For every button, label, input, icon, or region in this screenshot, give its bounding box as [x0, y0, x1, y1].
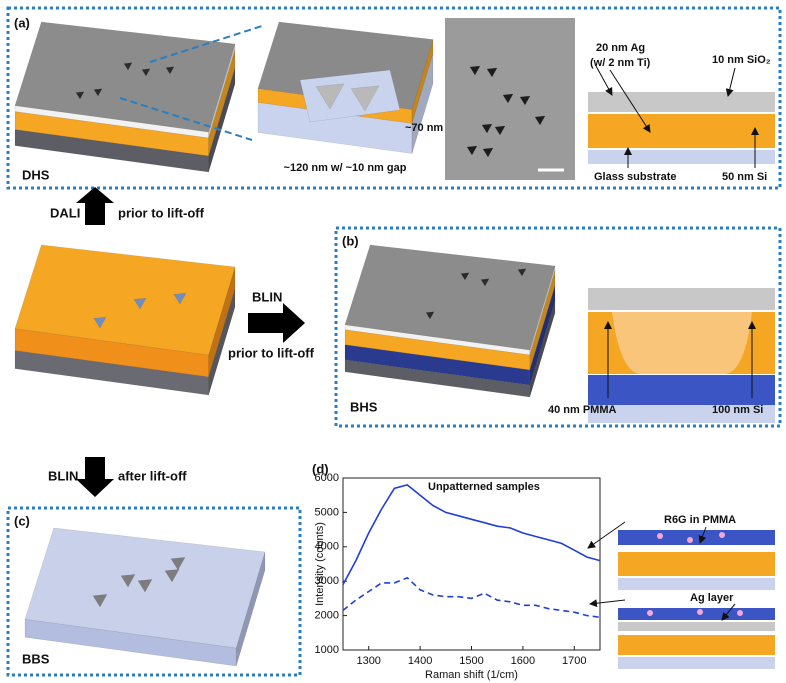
x-tick-label: 1700: [562, 655, 586, 667]
annotation: R6G in PMMA: [664, 514, 736, 526]
dye: [697, 609, 703, 615]
dye: [687, 537, 693, 543]
legend-note: Unpatterned samples: [428, 481, 540, 493]
layer: [588, 92, 775, 112]
panel-label: (b): [342, 233, 359, 248]
data-line: [343, 485, 600, 585]
arrow-label: prior to lift-off: [118, 205, 205, 220]
layer: [618, 608, 775, 620]
arrow-label: BLIN: [48, 468, 78, 483]
annotation: 40 nm PMMA: [548, 404, 617, 416]
data-line: [343, 578, 600, 618]
layer: [588, 375, 775, 405]
layer: [618, 552, 775, 576]
dye: [647, 610, 653, 616]
y-tick-label: 6000: [315, 472, 339, 484]
sample-name: BHS: [350, 399, 378, 414]
layer: [618, 530, 775, 545]
annotation: (w/ 2 nm Ti): [590, 57, 651, 69]
arrow-label: prior to lift-off: [228, 345, 315, 360]
illustrations: [15, 18, 775, 669]
panel-label: (a): [14, 15, 30, 30]
sample-name: BBS: [22, 651, 50, 666]
x-tick-label: 1400: [408, 655, 432, 667]
arrow-label: after lift-off: [118, 468, 187, 483]
panel-label: (c): [14, 513, 30, 528]
annotation: 50 nm Si: [722, 171, 767, 183]
layer: [618, 622, 775, 631]
x-axis-label: Raman shift (1/cm): [425, 669, 518, 681]
x-tick-label: 1300: [356, 655, 380, 667]
pointer: [596, 66, 612, 95]
x-tick-label: 1500: [459, 655, 483, 667]
annotation: Ag layer: [690, 592, 734, 604]
layer: [618, 657, 775, 669]
arrow-label: BLIN: [252, 289, 282, 304]
annotation: Glass substrate: [594, 171, 677, 183]
annotation: ~70 nm: [405, 122, 443, 134]
layer: [588, 288, 775, 310]
cavity: [612, 312, 752, 374]
annotation: 10 nm SiO₂: [712, 54, 771, 66]
y-tick-label: 2000: [315, 610, 339, 622]
pointer: [728, 68, 735, 96]
dye: [737, 610, 743, 616]
layer: [588, 150, 775, 164]
pointer: [590, 600, 625, 604]
y-tick-label: 1000: [315, 644, 339, 656]
figure: (a) DHS ~120 nm w/ ~10 nm gap ~70 nm 20 …: [0, 0, 786, 683]
arrow-up: [76, 187, 114, 225]
y-tick-label: 5000: [315, 506, 339, 518]
y-axis-label: Intensity (counts): [314, 522, 326, 606]
arrow-right: [248, 303, 305, 343]
annotation: 20 nm Ag: [596, 42, 645, 54]
x-tick-label: 1600: [511, 655, 535, 667]
arrow-label: DALI: [50, 205, 80, 220]
layer: [588, 114, 775, 148]
annotation: 100 nm Si: [712, 404, 763, 416]
sample-name: DHS: [22, 167, 50, 182]
layer: [618, 635, 775, 655]
plot-frame: [343, 478, 600, 650]
annotation: ~120 nm w/ ~10 nm gap: [284, 162, 407, 174]
arrow-down: [76, 457, 114, 497]
dye: [719, 532, 725, 538]
layer: [618, 578, 775, 590]
dye: [657, 533, 663, 539]
